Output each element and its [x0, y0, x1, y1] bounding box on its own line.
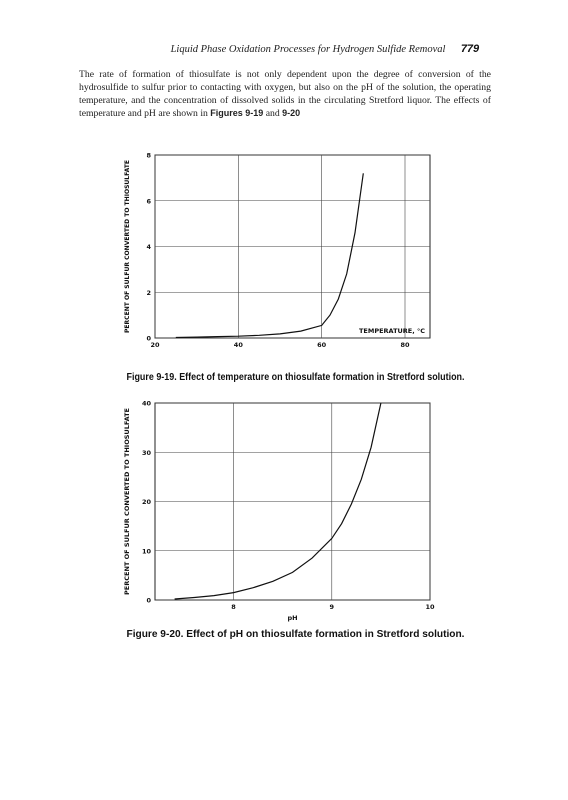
x-tick-label: 8: [231, 603, 236, 611]
y-tick-label: 30: [142, 449, 152, 457]
x-tick-label: 40: [234, 341, 244, 349]
data-line: [175, 173, 364, 339]
figure-label: Figure 9-19.: [127, 371, 177, 383]
x-tick-label: 80: [400, 341, 410, 349]
y-tick-label: 8: [146, 152, 151, 160]
running-header: Liquid Phase Oxidation Processes for Hyd…: [170, 44, 446, 55]
y-tick-label: 0: [146, 335, 151, 343]
x-tick-label: 9: [330, 603, 335, 611]
y-tick-label: 40: [142, 400, 152, 408]
y-axis-label: PERCENT OF SULFUR CONVERTED TO THIOSULFA…: [123, 160, 131, 333]
paragraph: The rate of formation of thiosulfate is …: [79, 68, 491, 120]
y-tick-label: 0: [146, 597, 151, 605]
x-axis-label: pH: [287, 614, 297, 622]
figure-ref: Figures 9-19: [210, 108, 264, 118]
y-tick-label: 20: [142, 498, 152, 506]
y-tick-label: 2: [146, 289, 151, 297]
figure-ref: 9-20: [282, 108, 301, 118]
figure-caption: Figure 9-20. Effect of pH on thiosulfate…: [127, 628, 465, 640]
data-line: [174, 402, 382, 600]
caption-text: Effect of pH on thiosulfate formation in…: [186, 628, 464, 640]
x-tick-label: 10: [425, 603, 435, 611]
page-number: 779: [461, 43, 480, 55]
caption-text: Effect of temperature on thiosulfate for…: [179, 371, 464, 383]
figure-caption: Figure 9-19. Effect of temperature on th…: [127, 371, 465, 383]
y-tick-label: 10: [142, 547, 152, 555]
x-axis-label: TEMPERATURE, °C: [359, 327, 425, 335]
text: The rate of formation of thiosulfate is …: [79, 69, 491, 119]
y-axis-label: PERCENT OF SULFUR CONVERTED TO THIOSULFA…: [123, 408, 131, 595]
y-tick-label: 6: [146, 197, 151, 205]
x-tick-label: 20: [150, 341, 160, 349]
x-tick-label: 60: [317, 341, 327, 349]
y-tick-label: 4: [146, 243, 151, 251]
figure-label: Figure 9-20.: [127, 628, 184, 640]
text: and: [263, 108, 283, 119]
